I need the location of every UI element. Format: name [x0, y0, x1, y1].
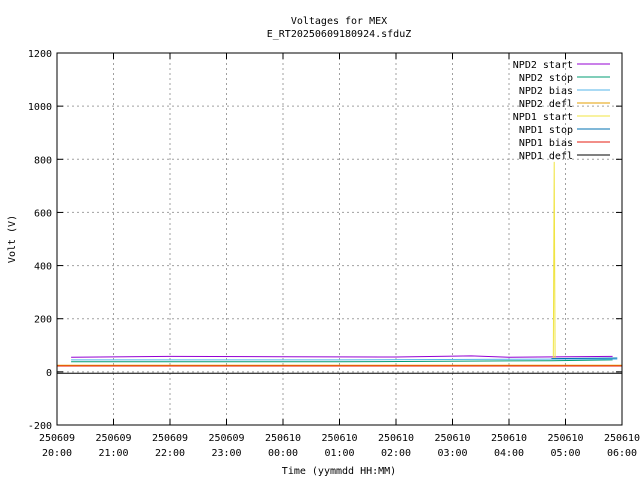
x-tick-time-label: 00:00 — [268, 448, 298, 459]
x-axis-label: Time (yymmdd HH:MM) — [282, 466, 396, 477]
y-tick-label: 0 — [46, 368, 52, 379]
chart-subtitle: E_RT20250609180924.sfduZ — [267, 29, 412, 40]
y-tick-label: 800 — [34, 155, 52, 166]
x-tick-date-label: 250609 — [152, 433, 188, 444]
legend-label: NPD1 stop — [519, 125, 573, 136]
x-tick-time-label: 22:00 — [155, 448, 185, 459]
x-tick-date-label: 250610 — [547, 433, 583, 444]
legend: NPD2 start NPD2 stop NPD2 bias NPD2 defl NPD… — [513, 60, 610, 162]
x-tick-date-label: 250610 — [378, 433, 414, 444]
x-tick-date-label: 250609 — [208, 433, 244, 444]
x-tick-date-label: 250609 — [39, 433, 75, 444]
x-tick-date-label: 250610 — [265, 433, 301, 444]
series-layer — [57, 161, 622, 374]
legend-label: NPD1 defl — [519, 151, 573, 162]
legend-label: NPD2 bias — [519, 86, 573, 97]
x-tick-time-label: 04:00 — [494, 448, 524, 459]
y-tick-label: 1200 — [28, 49, 52, 60]
series-line — [71, 358, 618, 361]
y-tick-label: 1000 — [28, 102, 52, 113]
x-tick-date-label: 250610 — [321, 433, 357, 444]
x-tick-time-label: 20:00 — [42, 448, 72, 459]
y-tick-label: 200 — [34, 315, 52, 326]
x-tick-date-label: 250610 — [434, 433, 470, 444]
legend-label: NPD2 stop — [519, 73, 573, 84]
x-tick-time-label: 02:00 — [381, 448, 411, 459]
y-tick-label: 600 — [34, 208, 52, 219]
x-tick-date-label: 250609 — [95, 433, 131, 444]
x-tick-time-label: 23:00 — [211, 448, 241, 459]
ticks: -200 0 200 400 600 800 1000 1200 250609 20:00 2506… — [28, 49, 640, 459]
chart-title: Voltages for MEX — [291, 16, 387, 27]
grid — [57, 53, 622, 425]
x-tick-time-label: 05:00 — [550, 448, 580, 459]
series-line — [551, 357, 618, 360]
x-tick-date-label: 250610 — [491, 433, 527, 444]
series-line — [71, 355, 613, 358]
y-axis-label: Volt (V) — [7, 215, 18, 263]
x-tick-date-label: 250610 — [604, 433, 640, 444]
y-tick-label: 400 — [34, 262, 52, 273]
legend-label: NPD1 bias — [519, 138, 573, 149]
x-tick-time-label: 01:00 — [324, 448, 354, 459]
series-line — [552, 161, 556, 359]
x-tick-time-label: 03:00 — [437, 448, 467, 459]
x-tick-time-label: 21:00 — [98, 448, 128, 459]
legend-label: NPD2 defl — [519, 99, 573, 110]
legend-label: NPD2 start — [513, 60, 573, 71]
legend-label: NPD1 start — [513, 112, 573, 123]
series-line — [71, 359, 613, 363]
x-tick-time-label: 06:00 — [607, 448, 637, 459]
y-tick-label: -200 — [28, 421, 52, 432]
